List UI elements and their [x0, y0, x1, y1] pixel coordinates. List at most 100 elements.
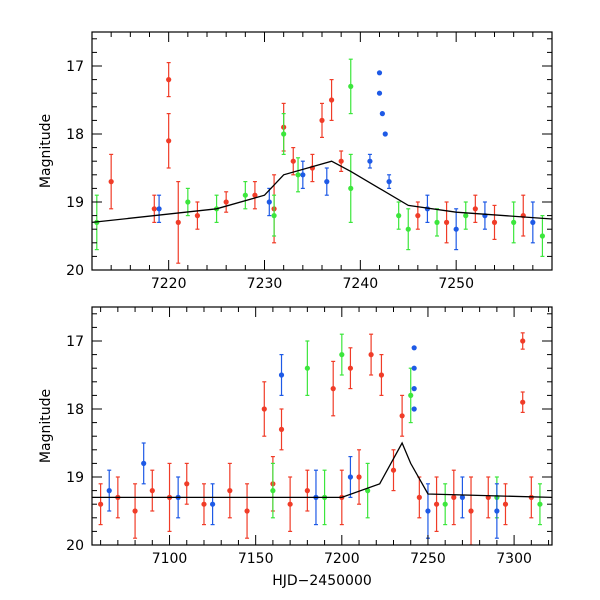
data-point-red-4 [175, 219, 181, 225]
data-point-red-16 [347, 365, 354, 371]
data-point-red-19 [378, 372, 385, 378]
data-point-red-22 [416, 494, 422, 500]
data-point-blue-1 [141, 460, 147, 466]
data-point-blue-4 [278, 372, 285, 378]
data-point-blue-3 [324, 179, 330, 185]
data-point-green-13 [511, 219, 517, 225]
x-tick-label: 7200 [324, 551, 360, 567]
data-point-green-9 [396, 213, 402, 219]
y-tick-label: 19 [66, 470, 84, 486]
data-point-red-2 [166, 77, 172, 83]
data-point-red-17 [356, 474, 362, 480]
data-point-blue-13 [530, 219, 536, 225]
data-point-red-24 [451, 494, 457, 500]
series-blue [106, 345, 500, 539]
plot-frame [91, 31, 553, 271]
data-point-green-5 [281, 131, 287, 137]
data-point-green-6 [295, 172, 301, 178]
x-tick-label: 7230 [247, 276, 283, 292]
data-point-red-0 [98, 501, 104, 507]
data-point-red-8 [244, 508, 250, 514]
plot-area [92, 332, 552, 545]
data-point-green-6 [442, 501, 448, 507]
y-tick-label: 17 [66, 334, 84, 350]
y-tick-label: 20 [66, 538, 84, 554]
data-point-red-21 [399, 413, 405, 419]
data-point-blue-0 [156, 206, 162, 212]
data-point-blue-10 [411, 406, 417, 412]
data-point-red-10 [290, 158, 296, 164]
data-point-blue-6 [376, 90, 383, 96]
y-axis-label: Magnitude [38, 114, 54, 188]
data-point-red-5 [184, 481, 190, 487]
plot-area [92, 58, 552, 264]
data-point-red-7 [252, 192, 258, 198]
data-point-green-3 [242, 192, 248, 198]
x-tick-label: 7100 [152, 551, 188, 567]
y-tick-label: 19 [66, 195, 84, 211]
series-green [94, 58, 546, 257]
data-point-green-4 [365, 488, 371, 494]
data-point-red-25 [468, 508, 474, 514]
x-tick-label: 7250 [438, 276, 474, 292]
data-point-red-6 [223, 199, 229, 205]
model-curve [92, 441, 552, 499]
data-point-blue-7 [411, 345, 417, 351]
data-point-red-20 [390, 467, 397, 473]
data-point-red-9 [261, 406, 267, 412]
series-red [108, 61, 526, 264]
x-tick-label: 7150 [238, 551, 274, 567]
y-tick-label: 20 [66, 263, 84, 279]
data-point-red-3 [149, 488, 155, 494]
data-point-blue-9 [411, 386, 417, 392]
data-point-red-6 [201, 501, 207, 507]
data-point-blue-5 [376, 70, 383, 76]
data-point-red-13 [328, 97, 335, 103]
data-point-blue-1 [266, 199, 272, 205]
x-axis-label: HJD−2450000 [272, 573, 372, 589]
series-red [98, 332, 534, 545]
data-point-blue-6 [347, 474, 354, 480]
data-point-red-29 [520, 399, 526, 405]
y-tick-label: 18 [66, 127, 84, 143]
x-tick-label: 7250 [410, 551, 446, 567]
x-tick-label: 7300 [496, 551, 532, 567]
data-point-red-18 [491, 219, 498, 225]
data-point-green-0 [270, 488, 276, 494]
x-tick-label: 7240 [343, 276, 379, 292]
data-point-blue-0 [106, 488, 112, 494]
data-point-red-14 [330, 386, 336, 392]
data-point-blue-12 [459, 494, 466, 500]
data-point-blue-3 [209, 501, 216, 507]
plot-frame [91, 306, 553, 546]
data-point-blue-11 [453, 226, 459, 232]
data-point-blue-2 [300, 172, 306, 178]
data-point-red-17 [472, 206, 478, 212]
data-point-green-4 [271, 213, 277, 219]
data-point-green-11 [434, 219, 440, 225]
data-point-red-7 [227, 488, 233, 494]
data-point-red-13 [304, 488, 310, 494]
data-point-green-3 [339, 352, 345, 358]
data-point-red-23 [433, 501, 440, 507]
data-point-green-10 [405, 226, 411, 232]
data-point-red-0 [108, 179, 114, 185]
data-point-green-14 [539, 233, 546, 239]
data-point-green-1 [304, 365, 310, 371]
series-blue [156, 70, 536, 251]
series-green [270, 333, 543, 526]
data-point-green-8 [348, 185, 354, 191]
data-point-red-11 [278, 426, 285, 432]
data-point-blue-8 [382, 131, 388, 137]
data-point-blue-11 [425, 508, 431, 514]
top-panel: 17 18 19 20 7220 7230 7240 7250 Magnitude [38, 31, 553, 292]
data-point-blue-8 [411, 365, 417, 371]
data-point-red-14 [338, 158, 344, 164]
data-point-red-12 [319, 117, 325, 123]
bottom-panel: 17 18 19 20 7100 7150 7200 7250 7300 Magnitude HJD… [38, 306, 553, 589]
data-point-green-1 [185, 199, 191, 205]
data-point-red-2 [132, 508, 138, 514]
data-point-red-12 [287, 501, 293, 507]
data-point-red-16 [443, 219, 450, 225]
